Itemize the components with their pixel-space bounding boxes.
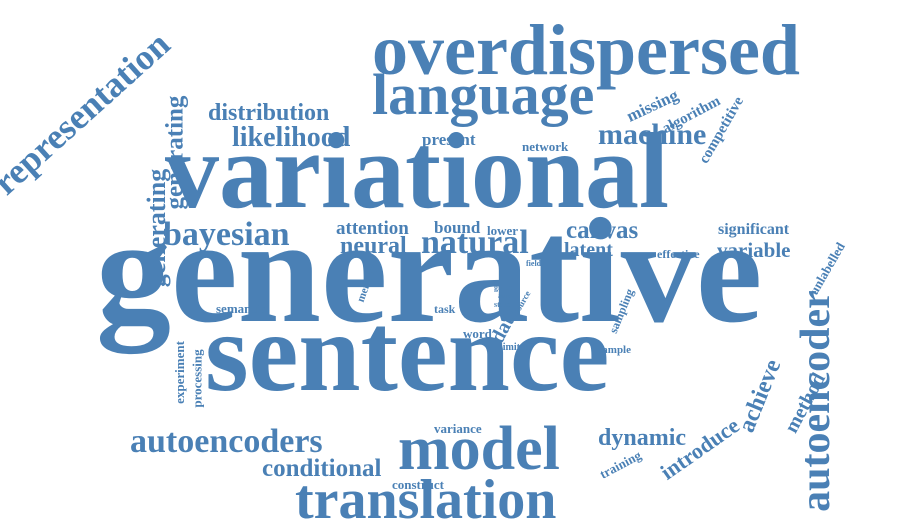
word-variance: variance — [434, 421, 482, 436]
word-sentence: sentence — [205, 291, 610, 415]
word-task: task — [434, 302, 456, 316]
word-semantic: semantic — [216, 301, 266, 316]
word-model: model — [398, 415, 560, 483]
word-network: network — [522, 139, 569, 154]
word-conditional: conditional — [262, 455, 382, 482]
word-machine: machine — [598, 118, 707, 151]
word-neural: neural — [340, 233, 407, 259]
word-field: field — [526, 259, 542, 268]
word-canvas: canvas — [566, 217, 639, 244]
word-unlabelled: unlabelled — [805, 239, 848, 298]
word-variable: variable — [717, 238, 791, 262]
word-limited: limited — [500, 342, 530, 353]
word-attention: attention — [336, 218, 409, 239]
word-state: state — [494, 300, 510, 309]
word-generative: generative — [96, 188, 763, 354]
word-likelihood: likelihood — [232, 122, 351, 153]
word-dynamic: dynamic — [598, 425, 687, 451]
word-achieve: achieve — [733, 355, 787, 437]
word-overdispersed: overdispersed — [372, 10, 800, 90]
word-natural: natural — [421, 224, 529, 261]
word-autoencoders: autoencoders — [130, 423, 323, 460]
word-lower: lower — [487, 223, 519, 238]
word-sample: sample — [598, 344, 631, 356]
word-translation: translation — [295, 469, 557, 530]
word-effective: effective — [657, 247, 700, 261]
word-present: present — [422, 130, 476, 149]
word-autr: autr — [498, 292, 511, 300]
word-training: training — [597, 447, 644, 482]
word-bound: bound — [434, 218, 481, 237]
word-variational: variational — [165, 112, 669, 231]
word-distribution: distribution — [208, 100, 330, 126]
word-experiment: experiment — [171, 341, 187, 404]
word-language: language — [372, 62, 595, 127]
word-bayesian: bayesian — [163, 216, 290, 253]
word-significant: significant — [718, 221, 790, 238]
word-word: word — [463, 326, 492, 341]
word-gnmt: gnmt — [494, 283, 512, 292]
word-processing: processing — [189, 349, 205, 408]
word-construct: construct — [392, 477, 444, 492]
word-latent: latent — [564, 239, 613, 261]
